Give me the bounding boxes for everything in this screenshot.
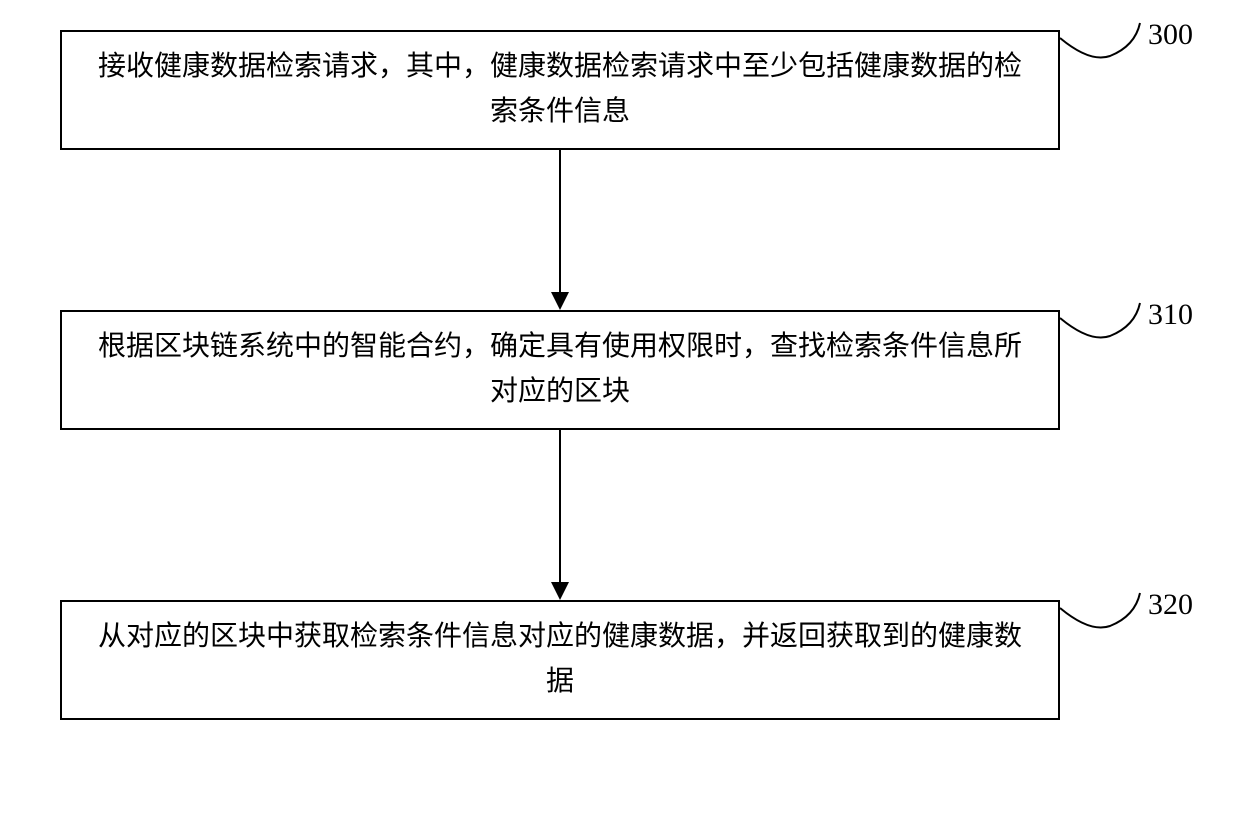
flowchart-step-300: 接收健康数据检索请求，其中，健康数据检索请求中至少包括健康数据的检索条件信息	[60, 30, 1060, 150]
arrowhead-310-to-320	[551, 582, 569, 600]
flowchart-step-310: 根据区块链系统中的智能合约，确定具有使用权限时，查找检索条件信息所对应的区块	[60, 310, 1060, 430]
arrow-310-to-320	[559, 430, 561, 582]
arrow-300-to-310	[559, 150, 561, 292]
step-text: 从对应的区块中获取检索条件信息对应的健康数据，并返回获取到的健康数据	[92, 615, 1028, 705]
step-text: 根据区块链系统中的智能合约，确定具有使用权限时，查找检索条件信息所对应的区块	[92, 325, 1028, 415]
step-number-320: 320	[1148, 588, 1193, 622]
step-number-310: 310	[1148, 298, 1193, 332]
flowchart-step-320: 从对应的区块中获取检索条件信息对应的健康数据，并返回获取到的健康数据	[60, 600, 1060, 720]
flowchart-canvas: 接收健康数据检索请求，其中，健康数据检索请求中至少包括健康数据的检索条件信息 3…	[0, 0, 1240, 817]
label-connector-310	[1060, 298, 1148, 353]
step-text: 接收健康数据检索请求，其中，健康数据检索请求中至少包括健康数据的检索条件信息	[92, 45, 1028, 135]
label-connector-300	[1060, 18, 1148, 73]
arrowhead-300-to-310	[551, 292, 569, 310]
step-number-300: 300	[1148, 18, 1193, 52]
label-connector-320	[1060, 588, 1148, 643]
